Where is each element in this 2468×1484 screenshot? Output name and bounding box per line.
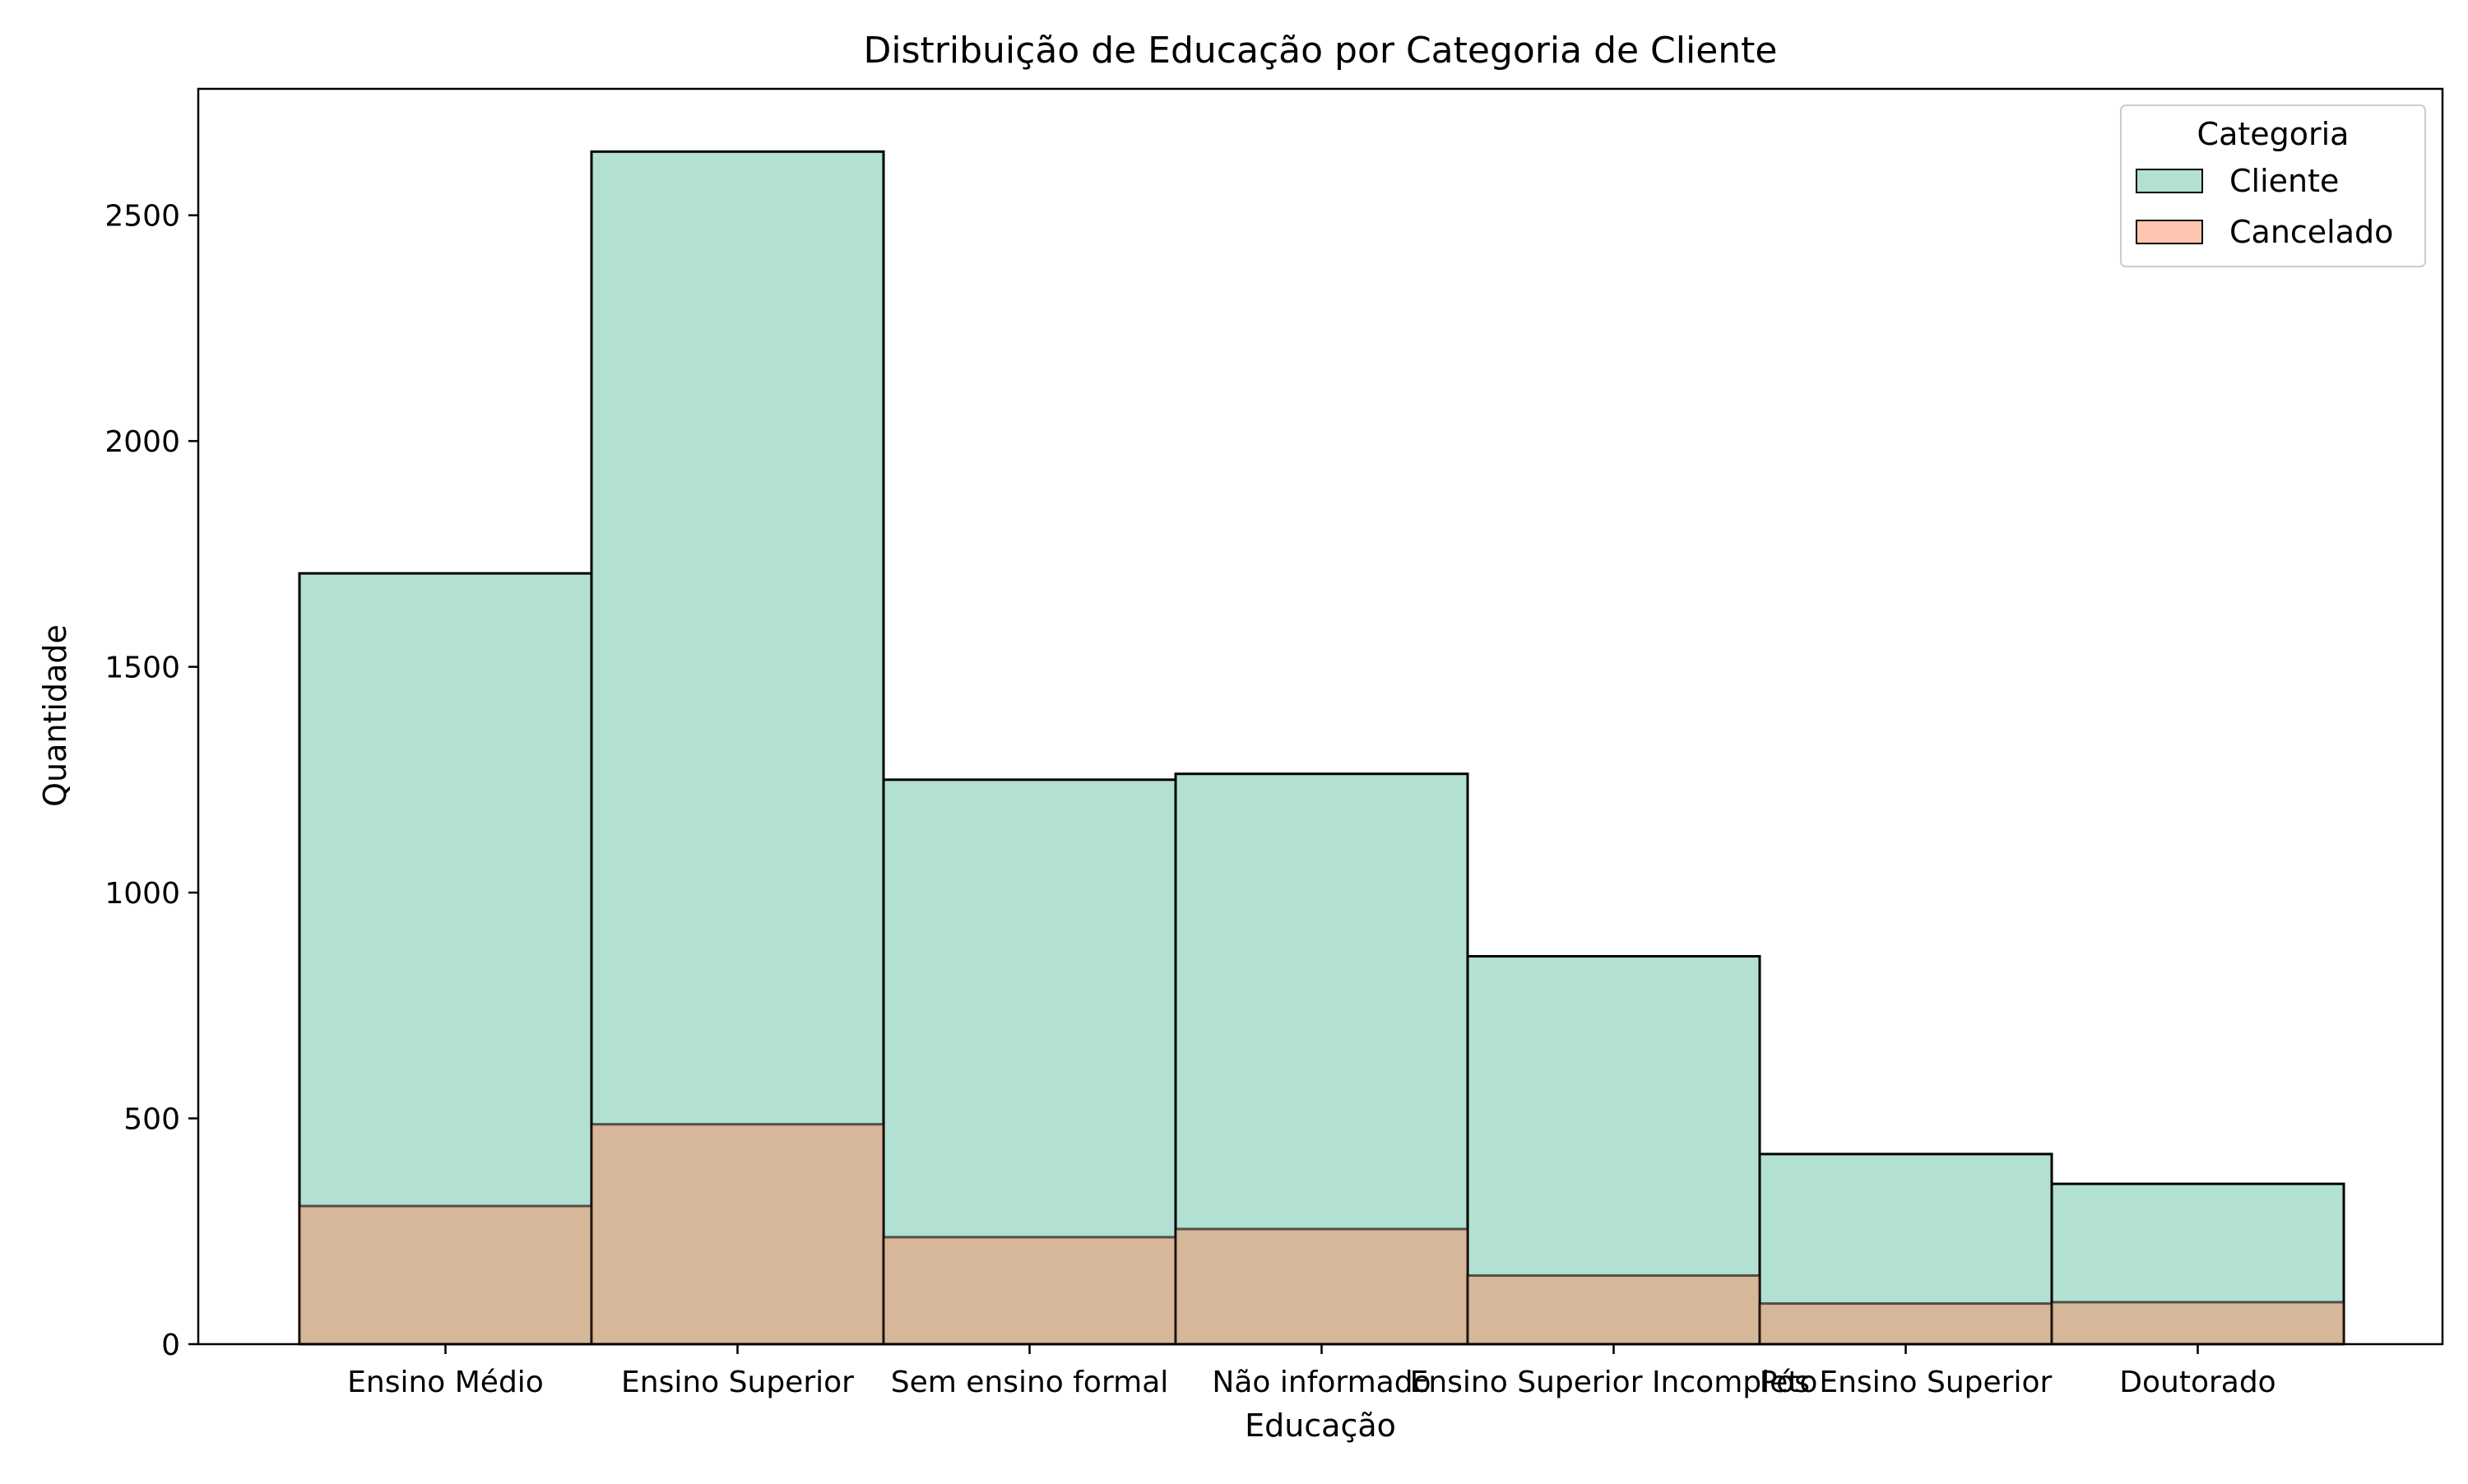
y-tick-label: 2500: [104, 200, 180, 234]
legend-label-cliente: Cliente: [2229, 163, 2339, 199]
legend-swatch-cancelado: [2136, 220, 2203, 244]
x-tick-label: Pós Ensino Superior: [1760, 1366, 2053, 1399]
y-axis: 0 500 1000 1500 2000 2500: [104, 200, 198, 1362]
bar-cancelado-2: [882, 1236, 1177, 1346]
x-tick-label: Ensino Superior Incompleto: [1410, 1366, 1818, 1399]
x-tick-label: Não informado: [1212, 1366, 1431, 1399]
y-tick-label: 2000: [104, 425, 180, 459]
plot-frame: [197, 87, 2444, 1346]
y-tick-label: 500: [123, 1103, 180, 1137]
y-axis-label: Quantidade: [37, 624, 73, 807]
y-tick-label: 1000: [104, 877, 180, 911]
bar-cancelado-5: [1758, 1302, 2053, 1346]
y-tick-label: 1500: [104, 652, 180, 685]
bar-cancelado-1: [590, 1123, 885, 1346]
x-axis-label: Educação: [1245, 1407, 1396, 1444]
legend-title: Categoria: [2197, 116, 2350, 152]
x-tick-label: Ensino Superior: [621, 1366, 854, 1399]
bar-cancelado-3: [1174, 1227, 1469, 1346]
legend-label-cancelado: Cancelado: [2229, 214, 2393, 250]
chart-title: Distribuição de Educação por Categoria d…: [864, 30, 1778, 72]
x-tick-label: Sem ensino formal: [891, 1366, 1169, 1399]
bar-cancelado-6: [2050, 1301, 2345, 1346]
bar-cancelado-0: [298, 1204, 593, 1346]
legend-swatch-cliente: [2136, 169, 2203, 193]
x-tick-label: Ensino Médio: [347, 1366, 544, 1399]
legend: Categoria Cliente Cancelado: [2120, 104, 2426, 267]
y-tick-label: 0: [161, 1329, 180, 1362]
x-tick-label: Doutorado: [2119, 1366, 2275, 1399]
bars-layer: [298, 150, 2345, 1346]
bar-cancelado-4: [1466, 1274, 1761, 1346]
x-axis: Ensino Médio Ensino Superior Sem ensino fo…: [347, 1344, 2276, 1399]
